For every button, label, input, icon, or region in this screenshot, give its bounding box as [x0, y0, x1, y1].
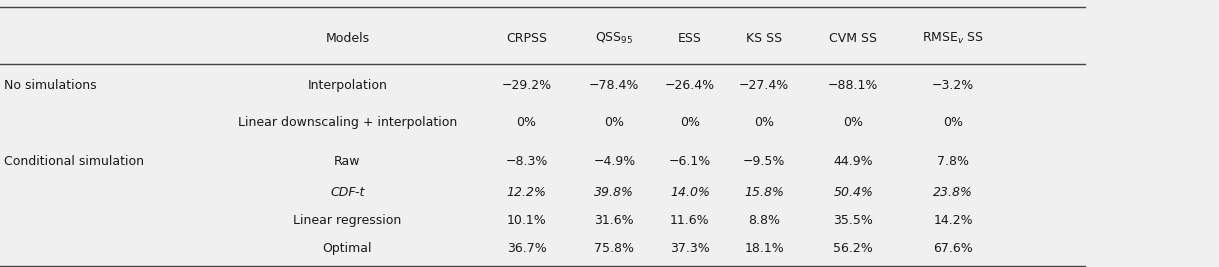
Text: ESS: ESS — [678, 32, 702, 45]
Text: 8.8%: 8.8% — [748, 214, 780, 227]
Text: KS SS: KS SS — [746, 32, 783, 45]
Text: CRPSS: CRPSS — [506, 32, 547, 45]
Text: −27.4%: −27.4% — [739, 79, 790, 92]
Text: 56.2%: 56.2% — [834, 242, 873, 255]
Text: 50.4%: 50.4% — [834, 186, 873, 199]
Text: −26.4%: −26.4% — [664, 79, 716, 92]
Text: −9.5%: −9.5% — [744, 155, 785, 168]
Text: −6.1%: −6.1% — [669, 155, 711, 168]
Text: −78.4%: −78.4% — [589, 79, 640, 92]
Text: 15.8%: 15.8% — [745, 186, 784, 199]
Text: 11.6%: 11.6% — [670, 214, 709, 227]
Text: 14.0%: 14.0% — [670, 186, 709, 199]
Text: Linear downscaling + interpolation: Linear downscaling + interpolation — [238, 116, 457, 129]
Text: 23.8%: 23.8% — [934, 186, 973, 199]
Text: 67.6%: 67.6% — [934, 242, 973, 255]
Text: 0%: 0% — [844, 116, 863, 129]
Text: No simulations: No simulations — [4, 79, 96, 92]
Text: 18.1%: 18.1% — [745, 242, 784, 255]
Text: −4.9%: −4.9% — [594, 155, 635, 168]
Text: Optimal: Optimal — [323, 242, 372, 255]
Text: Models: Models — [325, 32, 369, 45]
Text: CDF-t: CDF-t — [330, 186, 364, 199]
Text: −88.1%: −88.1% — [828, 79, 879, 92]
Text: 0%: 0% — [755, 116, 774, 129]
Text: 44.9%: 44.9% — [834, 155, 873, 168]
Text: 0%: 0% — [605, 116, 624, 129]
Text: RMSE$_v$ SS: RMSE$_v$ SS — [923, 31, 984, 46]
Text: 0%: 0% — [944, 116, 963, 129]
Text: 37.3%: 37.3% — [670, 242, 709, 255]
Text: 39.8%: 39.8% — [595, 186, 634, 199]
Text: Raw: Raw — [334, 155, 361, 168]
Text: QSS$_{95}$: QSS$_{95}$ — [595, 31, 634, 46]
Text: −8.3%: −8.3% — [506, 155, 547, 168]
Text: 31.6%: 31.6% — [595, 214, 634, 227]
Text: 75.8%: 75.8% — [595, 242, 634, 255]
Text: 7.8%: 7.8% — [937, 155, 969, 168]
Text: Linear regression: Linear regression — [294, 214, 401, 227]
Text: CVM SS: CVM SS — [829, 32, 878, 45]
Text: −29.2%: −29.2% — [501, 79, 552, 92]
Text: 35.5%: 35.5% — [834, 214, 873, 227]
Text: 12.2%: 12.2% — [507, 186, 546, 199]
Text: 0%: 0% — [680, 116, 700, 129]
Text: 10.1%: 10.1% — [507, 214, 546, 227]
Text: Conditional simulation: Conditional simulation — [4, 155, 144, 168]
Text: 0%: 0% — [517, 116, 536, 129]
Text: Interpolation: Interpolation — [307, 79, 388, 92]
Text: −3.2%: −3.2% — [933, 79, 974, 92]
Text: 36.7%: 36.7% — [507, 242, 546, 255]
Text: 14.2%: 14.2% — [934, 214, 973, 227]
